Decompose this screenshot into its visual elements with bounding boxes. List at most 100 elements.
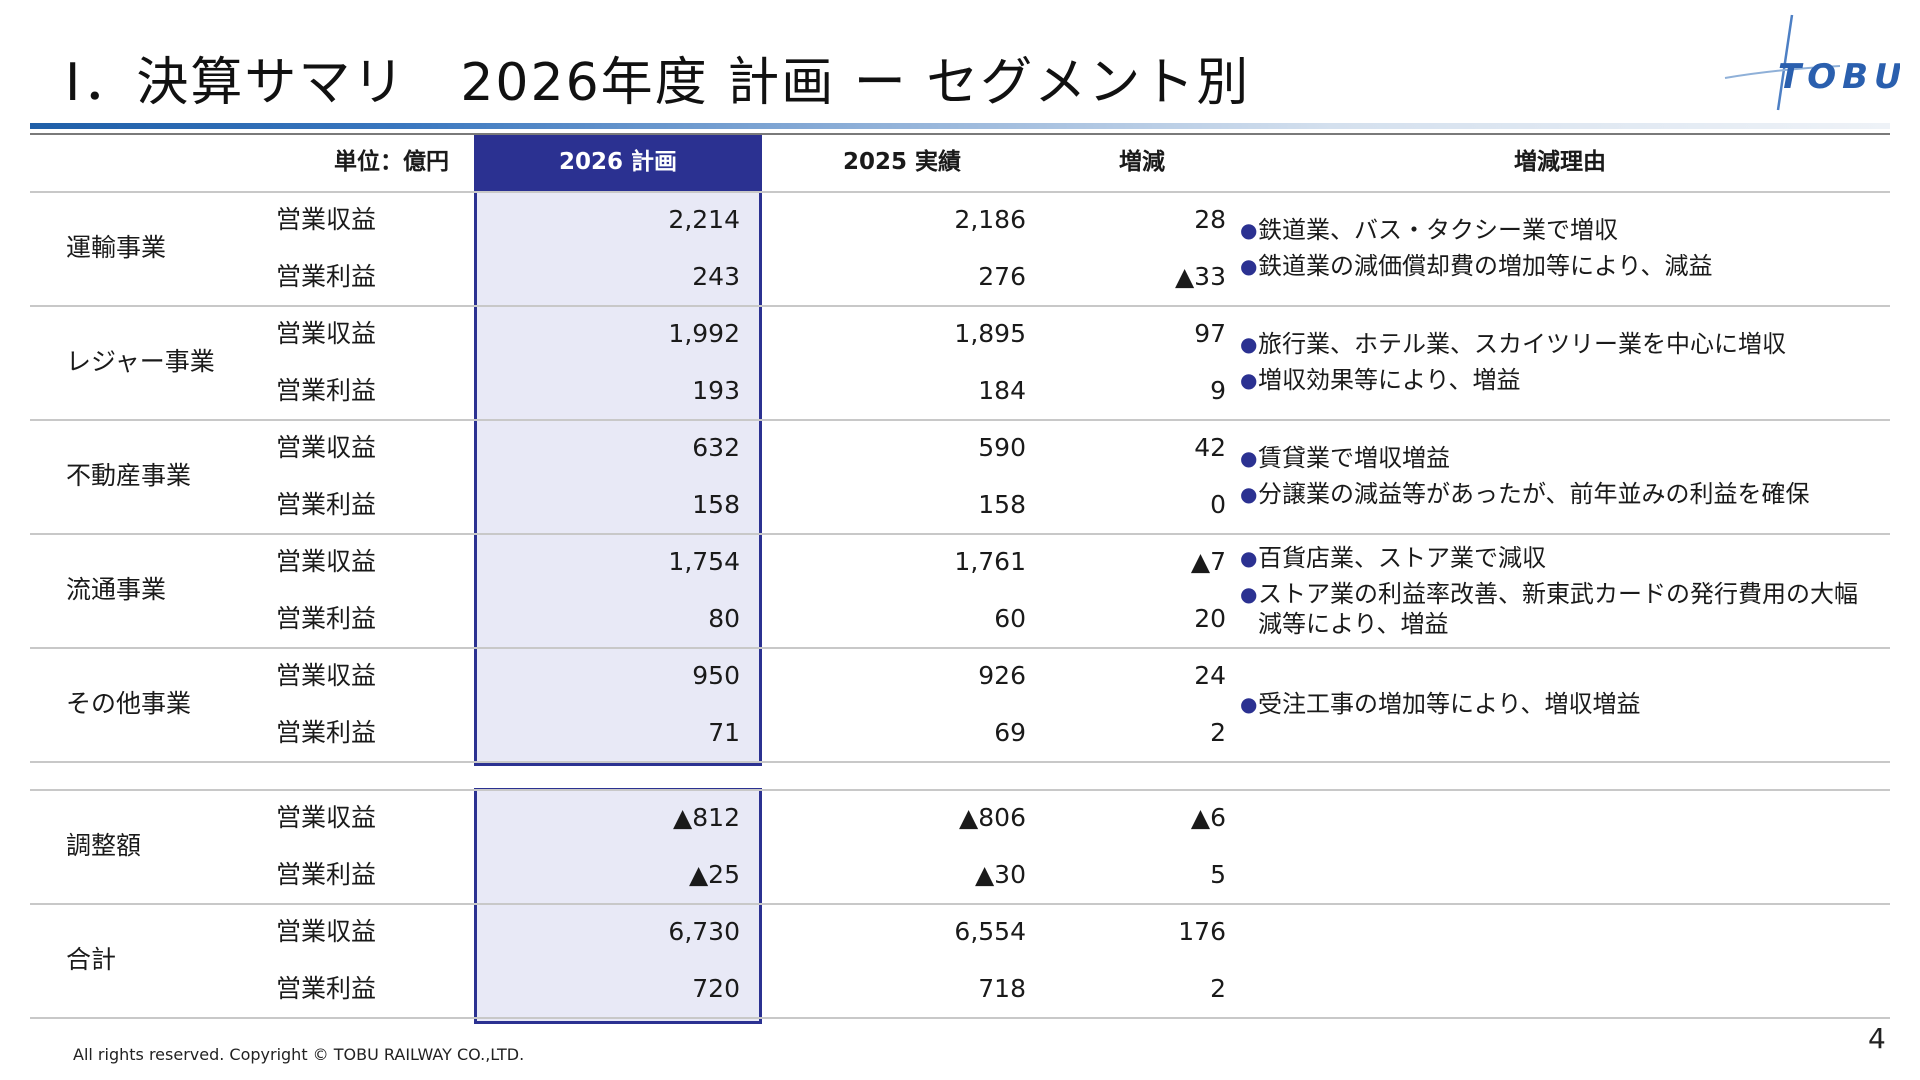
reason-list: ● 賃貸業で増収増益 ● 分譲業の減益等があったが、前年並みの利益を確保 (1240, 443, 1880, 509)
reason-item: ● 鉄道業の減価償却費の増加等により、減益 (1240, 252, 1713, 280)
plan-value: ▲25 (688, 860, 740, 889)
row-label: 営業収益 (276, 319, 377, 348)
reason-item: ● 鉄道業、バス・タクシー業で増収 (1240, 216, 1618, 244)
unit-label: 単位：億円 (334, 149, 449, 175)
plan-value: 158 (692, 490, 740, 519)
bullet-icon: ● (1240, 218, 1258, 242)
table-top-border (30, 133, 1890, 135)
diff-value: 24 (1194, 661, 1226, 690)
plan-column-header-bg (474, 133, 762, 191)
row-label: 営業利益 (276, 860, 377, 889)
actual-value: 926 (978, 661, 1026, 690)
row-label: 営業収益 (276, 803, 377, 832)
row-label: 営業利益 (276, 974, 377, 1003)
reason-list: ● 旅行業、ホテル業、スカイツリー業を中心に増収 ● 増収効果等により、増益 (1240, 329, 1880, 395)
row-divider (30, 419, 1890, 421)
diff-value: ▲7 (1190, 547, 1226, 576)
plan-value: 80 (708, 604, 740, 633)
actual-value: 60 (994, 604, 1026, 633)
row-divider (30, 903, 1890, 905)
bullet-icon: ● (1240, 368, 1258, 392)
reason-item: ● 百貨店業、ストア業で減収 (1240, 544, 1546, 572)
actual-value: 276 (978, 262, 1026, 291)
row-label: 営業収益 (276, 205, 377, 234)
reason-list: ● 受注工事の増加等により、増収増益 (1240, 689, 1880, 719)
actual-value: 718 (978, 974, 1026, 1003)
row-label: 営業利益 (276, 376, 377, 405)
row-label: 営業利益 (276, 718, 377, 747)
segment-name: 運輸事業 (66, 233, 167, 262)
segment-name: 流通事業 (66, 575, 167, 604)
bullet-icon: ● (1240, 446, 1258, 470)
row-label: 営業収益 (276, 547, 377, 576)
reason-column-header: 増減理由 (1514, 149, 1606, 175)
row-label: 営業収益 (276, 917, 377, 946)
row-divider (30, 789, 1890, 791)
bullet-icon: ● (1240, 582, 1258, 606)
bullet-icon: ● (1240, 546, 1258, 570)
diff-value: 2 (1210, 718, 1226, 747)
row-label: 営業収益 (276, 661, 377, 690)
plan-column-header: 2026 計画 (558, 149, 678, 175)
row-label: 営業収益 (276, 433, 377, 462)
plan-value: 1,754 (668, 547, 740, 576)
plan-value: 6,730 (668, 917, 740, 946)
diff-value: 176 (1178, 917, 1226, 946)
plan-value: 193 (692, 376, 740, 405)
reason-item: ● 分譲業の減益等があったが、前年並みの利益を確保 (1240, 480, 1810, 508)
logo-text: TOBU (1778, 57, 1900, 97)
row-label: 営業利益 (276, 262, 377, 291)
row-label: 営業利益 (276, 604, 377, 633)
row-divider (30, 761, 1890, 763)
actual-value: 6,554 (954, 917, 1026, 946)
plan-value: 632 (692, 433, 740, 462)
copyright-footer: All rights reserved. Copyright © TOBU RA… (73, 1045, 525, 1064)
diff-value: ▲33 (1174, 262, 1226, 291)
diff-value: ▲6 (1190, 803, 1226, 832)
row-divider (30, 305, 1890, 307)
diff-value: 20 (1194, 604, 1226, 633)
row-divider (30, 1017, 1890, 1019)
tobu-logo: TOBU (1724, 14, 1900, 111)
actual-value: 590 (978, 433, 1026, 462)
diff-value: 5 (1210, 860, 1226, 889)
segment-name: 不動産事業 (66, 461, 192, 490)
plan-value: ▲812 (673, 803, 740, 832)
diff-value: 42 (1194, 433, 1226, 462)
row-divider (30, 647, 1890, 649)
plan-value: 71 (708, 718, 740, 747)
page-number: 4 (1868, 1022, 1886, 1055)
plan-value: 1,992 (668, 319, 740, 348)
reason-list: ● 百貨店業、ストア業で減収 ● ストア業の利益率改善、新東武カードの発行費用の大幅… (1240, 543, 1880, 639)
actual-value: 184 (978, 376, 1026, 405)
diff-value: 9 (1210, 376, 1226, 405)
plan-value: 2,214 (668, 205, 740, 234)
bullet-icon: ● (1240, 482, 1258, 506)
bullet-icon: ● (1240, 692, 1258, 716)
reason-list: ● 鉄道業、バス・タクシー業で増収 ● 鉄道業の減価償却費の増加等により、減益 (1240, 215, 1880, 281)
reason-item: ● ストア業の利益率改善、新東武カードの発行費用の大幅減等により、増益 (1240, 580, 1858, 638)
diff-value: 28 (1194, 205, 1226, 234)
plan-value: 243 (692, 262, 740, 291)
actual-value: ▲806 (959, 803, 1026, 832)
actual-value: ▲30 (974, 860, 1026, 889)
plan-value: 950 (692, 661, 740, 690)
plan-value: 720 (692, 974, 740, 1003)
actual-value: 69 (994, 718, 1026, 747)
row-divider (30, 533, 1890, 535)
plan-column-box-segments (474, 190, 762, 766)
reason-item: ● 賃貸業で増収増益 (1240, 444, 1450, 472)
segment-name: 合計 (66, 945, 117, 974)
actual-value: 2,186 (954, 205, 1026, 234)
row-divider (30, 191, 1890, 193)
actual-value: 158 (978, 490, 1026, 519)
plan-column-box-totals (474, 788, 762, 1024)
page-title: Ⅰ．決算サマリ 2026年度 計画 ー セグメント別 (65, 53, 1251, 113)
diff-value: 97 (1194, 319, 1226, 348)
segment-name: その他事業 (66, 689, 192, 718)
title-underline (30, 123, 1890, 129)
diff-value: 0 (1210, 490, 1226, 519)
segment-name: 調整額 (66, 831, 142, 860)
bullet-icon: ● (1240, 254, 1258, 278)
